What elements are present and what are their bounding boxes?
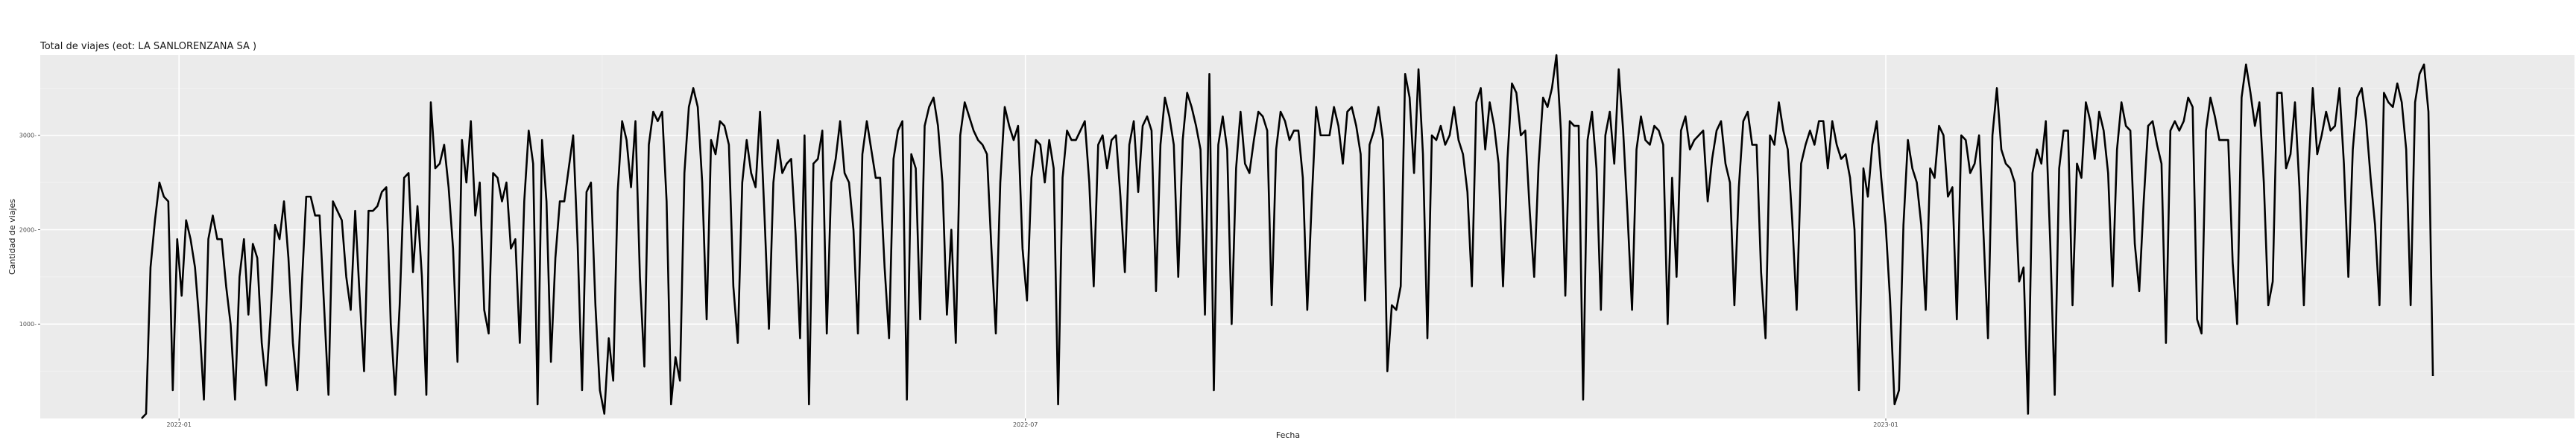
x-tick-label: 2023-01	[1873, 421, 1898, 428]
y-axis: 1000- 2000- 3000-	[19, 133, 40, 328]
y-tick-label: 3000-	[19, 133, 37, 139]
plot-panel	[40, 55, 2575, 418]
x-axis-title: Fecha	[1276, 430, 1300, 440]
y-tick-label: 2000-	[19, 226, 37, 233]
series-line	[141, 54, 2434, 419]
y-tick-label: 1000-	[19, 321, 37, 328]
x-tick-label: 2022-01	[166, 421, 191, 428]
x-axis: 2022-01 2022-07 2023-01	[166, 418, 1898, 428]
y-axis-title: Cantidad de viajes	[7, 199, 17, 275]
chart-title: Total de viajes (eot: LA SANLORENZANA SA…	[40, 41, 256, 52]
x-tick-label: 2022-07	[1013, 421, 1038, 428]
